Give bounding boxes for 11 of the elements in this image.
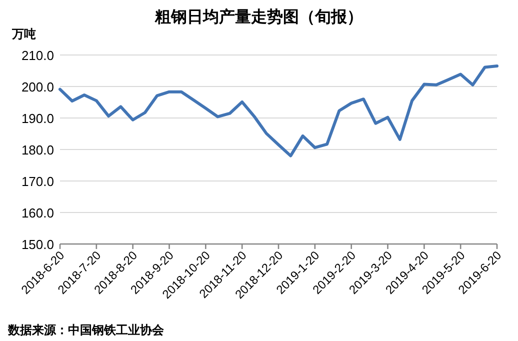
line-series (58, 64, 498, 158)
y-tick-label: 210.0 (21, 48, 54, 63)
y-tick-label: 170.0 (21, 174, 54, 189)
y-tick-label: 200.0 (21, 80, 54, 94)
source-note: 数据来源：中国钢铁工业协会 (7, 323, 165, 337)
y-axis-title: 万吨 (11, 27, 36, 41)
y-tick-label: 150.0 (21, 237, 54, 252)
y-tick-label: 180.0 (21, 142, 54, 158)
y-tick-label: 190.0 (21, 111, 54, 126)
chart-title: 粗钢日均产量走势图（旬报） (154, 7, 363, 26)
y-tick-label: 160.0 (21, 206, 54, 220)
